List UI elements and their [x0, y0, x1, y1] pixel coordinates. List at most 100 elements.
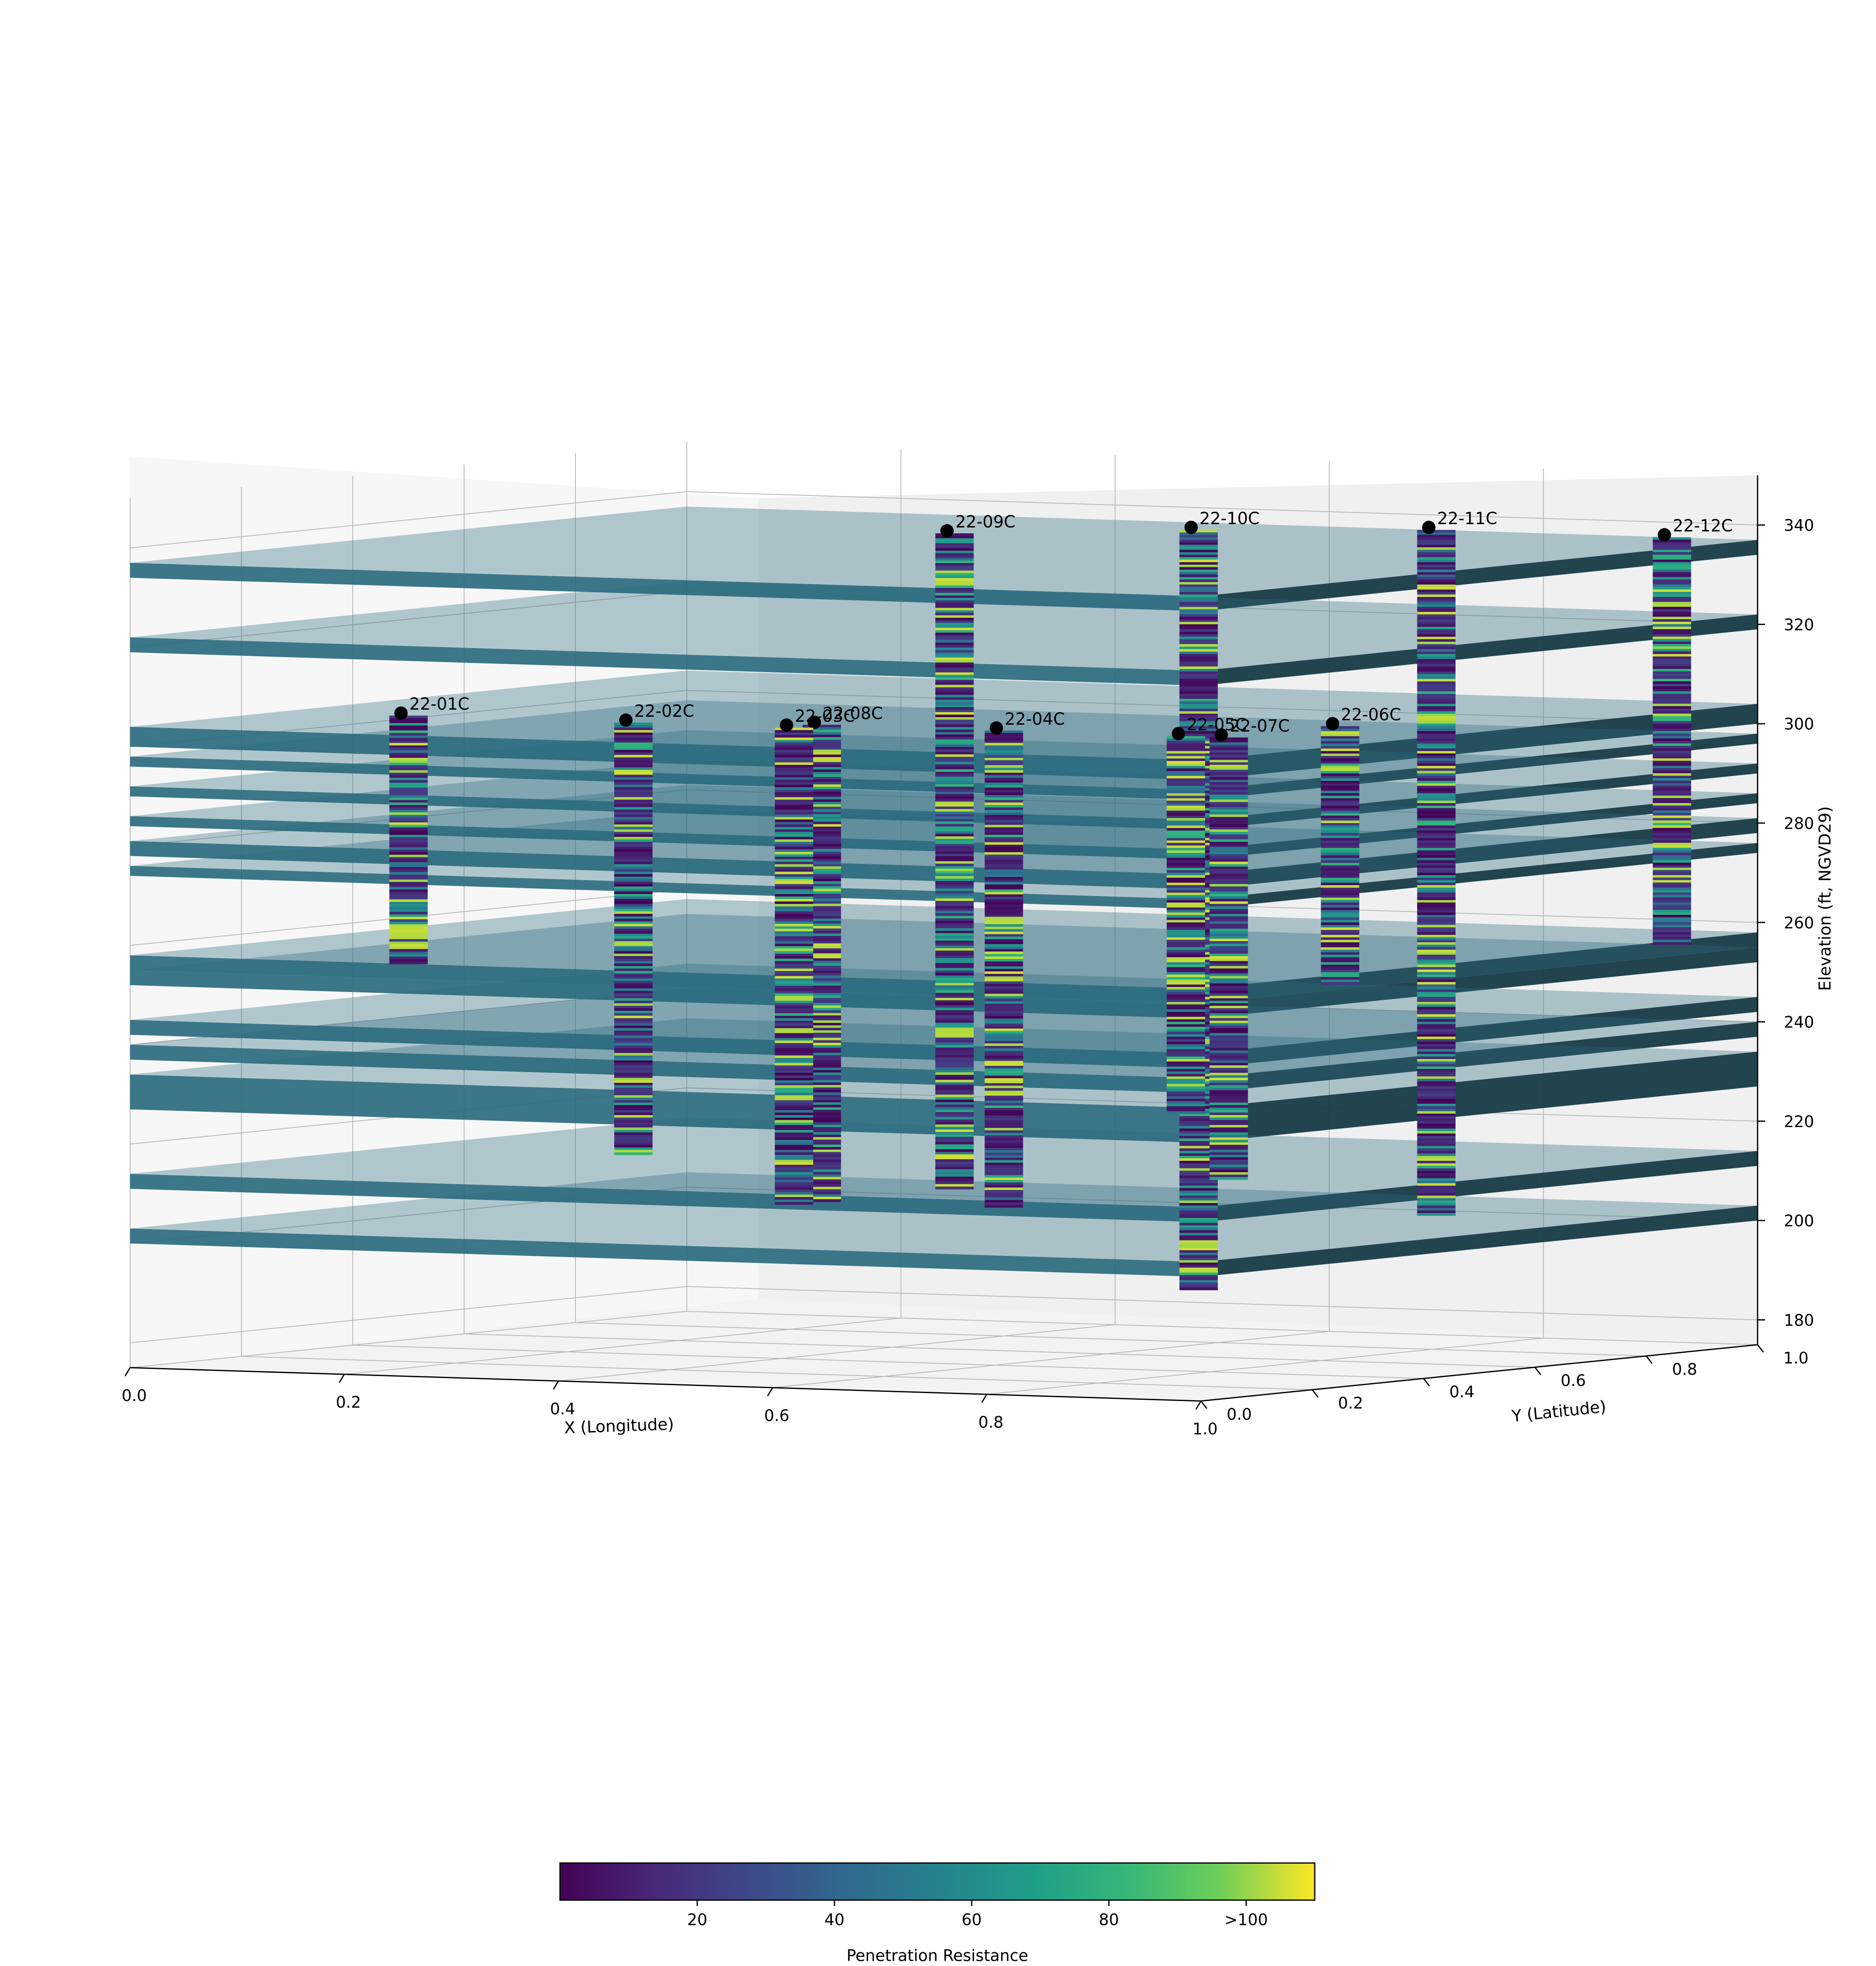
borehole-segment [984, 765, 1023, 768]
borehole-segment [389, 745, 428, 748]
borehole-segment [775, 936, 814, 939]
borehole-segment [1167, 1069, 1205, 1072]
borehole-segment [1167, 982, 1205, 985]
borehole-segment [1179, 1260, 1218, 1263]
borehole-segment [1179, 1253, 1218, 1255]
borehole-segment [1417, 982, 1456, 985]
borehole-segment [1321, 897, 1359, 901]
borehole-segment [935, 1080, 974, 1083]
borehole-segment [1417, 773, 1456, 776]
borehole-segment [935, 931, 974, 934]
borehole-segment [1417, 796, 1456, 798]
borehole-segment [1417, 880, 1456, 883]
borehole-segment [1209, 1092, 1248, 1096]
borehole-segment [1179, 713, 1218, 717]
borehole-segment [775, 973, 814, 977]
borehole-segment [389, 800, 428, 803]
borehole-segment [984, 934, 1023, 937]
borehole-segment [1417, 580, 1456, 583]
borehole-segment [389, 797, 428, 801]
layer-side-face [1201, 1205, 1758, 1277]
borehole-segment [935, 1040, 974, 1043]
borehole-segment [984, 1090, 1023, 1094]
borehole-segment [935, 1172, 974, 1175]
borehole-segment [1167, 746, 1205, 749]
borehole-segment [1209, 1008, 1248, 1011]
borehole-segment [1417, 604, 1456, 608]
borehole-segment [1209, 802, 1248, 805]
borehole-segment [389, 815, 428, 818]
borehole-segment [1179, 1265, 1218, 1268]
borehole-segment [1209, 971, 1248, 974]
borehole-segment [614, 730, 653, 733]
borehole-segment [1652, 865, 1691, 868]
borehole-segment [389, 748, 428, 751]
grid-line [464, 1333, 1535, 1368]
borehole-segment [1652, 691, 1691, 694]
borehole-segment [1652, 855, 1691, 858]
borehole-segment [935, 714, 974, 718]
borehole-segment [1167, 830, 1205, 834]
borehole-segment [935, 911, 974, 914]
borehole-segment [775, 846, 814, 850]
borehole-segment [935, 752, 974, 755]
borehole-segment [935, 615, 974, 618]
borehole-segment [802, 1115, 841, 1118]
borehole-segment [1167, 944, 1205, 948]
borehole-segment [935, 563, 974, 566]
borehole-segment [984, 795, 1023, 798]
borehole-segment [1209, 1058, 1248, 1061]
borehole-segment [1209, 921, 1248, 924]
borehole-segment [984, 1083, 1023, 1086]
borehole-segment [984, 901, 1023, 905]
borehole-segment [1417, 726, 1456, 729]
borehole-segment [1417, 902, 1456, 906]
borehole-segment [802, 933, 841, 937]
borehole-segment [1179, 594, 1218, 598]
borehole-segment [1167, 766, 1205, 769]
borehole-segment [984, 981, 1023, 984]
borehole-segment [775, 1050, 814, 1053]
borehole-segment [1167, 922, 1205, 925]
borehole-segment [984, 924, 1023, 927]
colorbar-label: Penetration Resistance [846, 1946, 1028, 1965]
borehole-segment [1652, 939, 1691, 943]
borehole-segment [935, 945, 974, 949]
layer-front-face [130, 1045, 1201, 1093]
borehole-segment [614, 735, 653, 738]
borehole-segment [1179, 602, 1218, 605]
borehole-segment [1321, 868, 1359, 871]
borehole-segment [389, 916, 428, 920]
borehole-segment [984, 1135, 1023, 1138]
borehole-segment [1417, 1017, 1456, 1020]
borehole-segment [1209, 777, 1248, 780]
borehole-segment [614, 752, 653, 756]
borehole-segment [1167, 791, 1205, 794]
borehole-segment [775, 1160, 814, 1163]
borehole-segment [1179, 627, 1218, 630]
borehole-segment [935, 789, 974, 792]
borehole-segment [1321, 937, 1359, 940]
borehole-segment [1167, 1047, 1205, 1050]
borehole-segment [1652, 890, 1691, 893]
borehole-segment [775, 1150, 814, 1153]
borehole-segment [1417, 1101, 1456, 1104]
borehole-segment [1417, 1076, 1456, 1080]
borehole-segment [935, 786, 974, 790]
borehole-segment [802, 1032, 841, 1036]
borehole-segment [1417, 974, 1456, 977]
borehole-segment [775, 1075, 814, 1078]
borehole-segment [935, 747, 974, 750]
borehole-segment [1209, 1110, 1248, 1113]
borehole-segment [614, 1030, 653, 1034]
borehole-segment [1209, 978, 1248, 982]
borehole-segment [1179, 1215, 1218, 1218]
z-tick-label: 300 [1784, 715, 1814, 733]
borehole-segment [1417, 957, 1456, 960]
borehole-segment [935, 936, 974, 939]
borehole-segment [389, 788, 428, 791]
borehole-segment [1167, 818, 1205, 821]
borehole-segment [802, 993, 841, 996]
borehole-segment [935, 759, 974, 762]
borehole-segment [1167, 803, 1205, 806]
